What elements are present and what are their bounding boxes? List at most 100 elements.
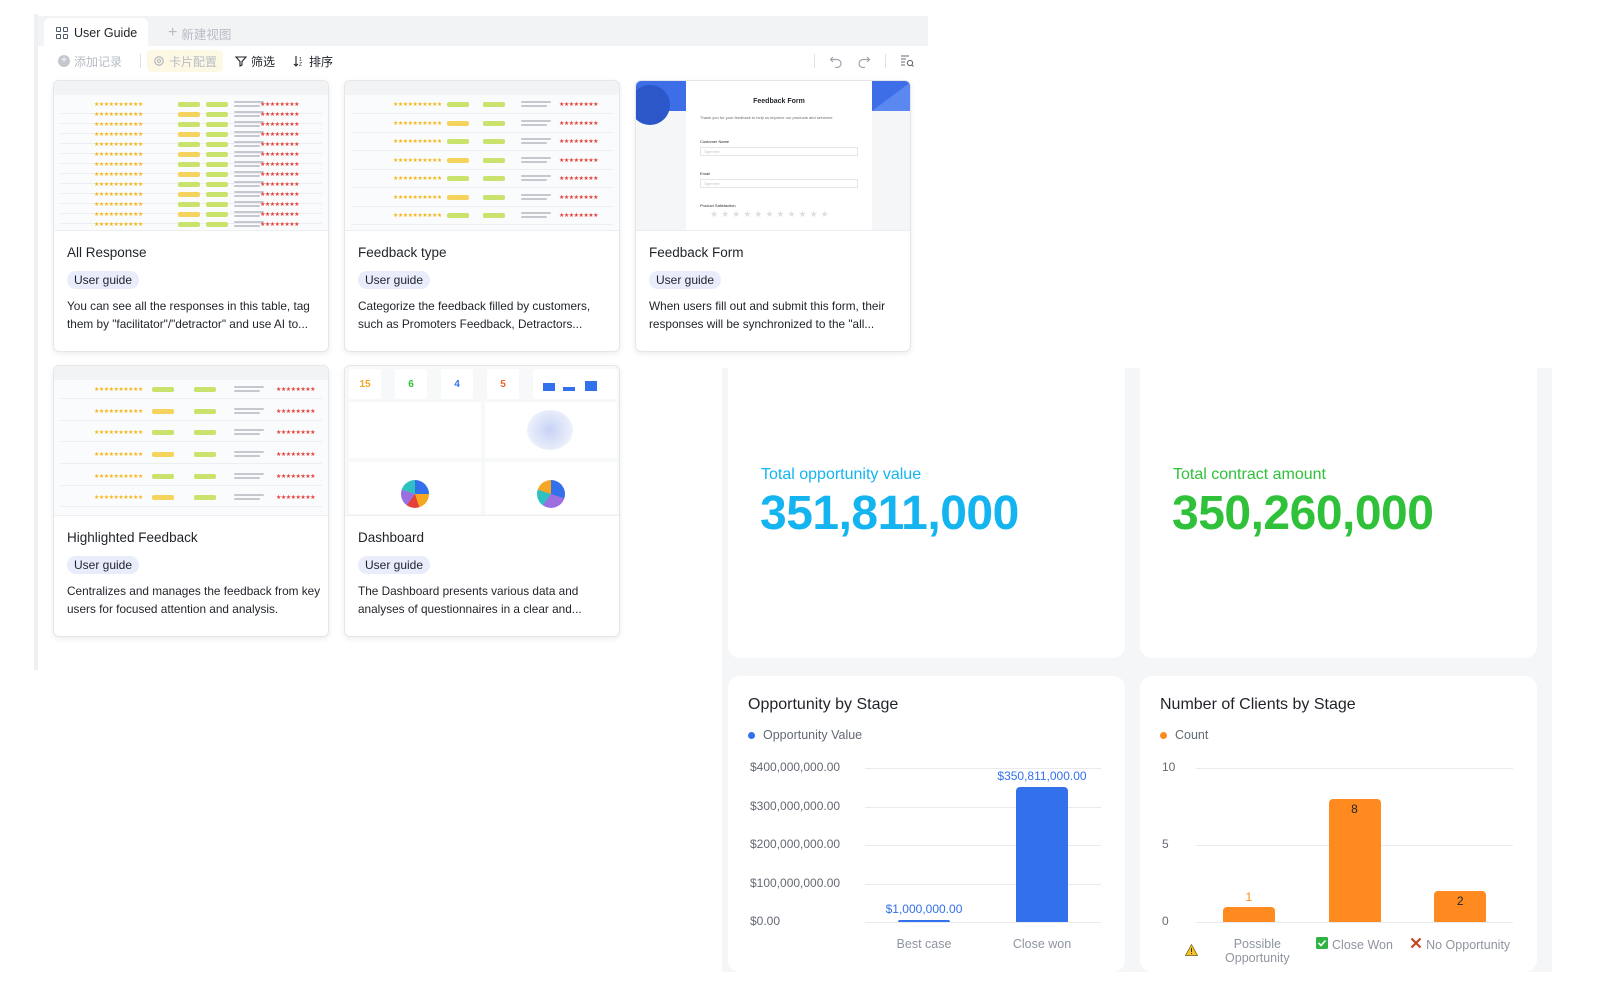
card-dashboard[interactable]: 15 6 4 5 Dashboard User guide The Dashbo…	[344, 365, 620, 637]
y-tick-label: $100,000,000.00	[750, 875, 841, 890]
card-feedback-type[interactable]: ★★★★★★★★★★ ★★★★★★★★ ★★★★★★★★★★ ★★★★★★★★ ★★★★…	[344, 80, 620, 352]
mini-text-line	[234, 411, 260, 414]
mini-text-line	[234, 390, 260, 392]
mini-text-line	[521, 119, 551, 122]
mini-text-line	[234, 191, 264, 193]
kpi-label: Total contract amount	[1173, 466, 1326, 483]
mini-row-divider	[351, 205, 613, 207]
card-tag: User guide	[358, 556, 431, 574]
bar	[1434, 891, 1487, 922]
mini-text-line	[234, 185, 260, 187]
form-sheet: Feedback Form Thank you for your feedbac…	[686, 81, 872, 230]
mini-tag	[206, 152, 228, 157]
warning-icon	[1184, 943, 1198, 959]
chart-legend: Count	[1160, 728, 1208, 742]
rating-stars-icon: ★★★★★★★★	[260, 182, 300, 188]
mini-word-cloud	[485, 402, 617, 458]
x-tick-label: Possible Opportunity	[1184, 937, 1313, 965]
mini-tag	[178, 162, 200, 167]
check-icon	[1316, 937, 1329, 952]
filter-button[interactable]: 筛选	[229, 50, 281, 72]
dashboard-panel: Total opportunity value 351,811,000 Tota…	[722, 360, 1552, 972]
mini-header	[54, 366, 328, 380]
data-label: $350,811,000.00	[997, 768, 1087, 783]
mini-row-divider	[60, 398, 322, 399]
rating-stars-icon: ★★★★★★★★★★	[94, 142, 143, 148]
rating-stars-icon: ★★★★★★★★★★	[94, 430, 143, 437]
rating-stars-icon: ★★★★★★★★★★	[393, 176, 442, 183]
mini-tag	[152, 430, 174, 436]
mini-text-line	[234, 141, 264, 143]
form-field-label: Customer Name	[700, 139, 730, 144]
data-label: 8	[1351, 801, 1358, 816]
mini-tag	[178, 202, 200, 207]
mini-tag	[178, 142, 200, 147]
mini-row-divider	[60, 419, 322, 421]
y-tick-label: $200,000,000.00	[750, 837, 841, 851]
mini-text-line	[234, 125, 260, 127]
mini-text-line	[521, 105, 547, 107]
rating-stars-icon: ★★★★★★★★	[559, 213, 599, 220]
rating-stars-icon: ★★★★★★★★	[559, 139, 599, 146]
kpi-card-opportunity[interactable]: Total opportunity value 351,811,000	[728, 360, 1125, 658]
mini-text-line	[521, 193, 551, 196]
card-all-response[interactable]: ★★★★★★★★★★ ★★★★★★★★ ★★★★★★★★★★ ★★★★★★★★ ★★★★…	[53, 80, 329, 352]
mini-tag	[194, 473, 216, 479]
rating-stars-icon: ★★★★★★★★	[559, 120, 599, 127]
rating-stars-icon: ★★★★★★★★	[559, 176, 599, 183]
card-feedback-form[interactable]: Feedback Form Thank you for your feedbac…	[635, 80, 911, 352]
x-tick-label: No Opportunity	[1396, 937, 1524, 952]
mini-tag	[206, 122, 228, 127]
grid-view-icon	[56, 27, 68, 39]
mini-text-line	[234, 451, 264, 453]
data-label: 1	[1245, 889, 1253, 904]
x-tick-label: Close Won	[1291, 937, 1419, 952]
mini-tag	[206, 202, 228, 207]
x-tick-label: Close won	[1012, 937, 1072, 951]
card-tag: User guide	[67, 271, 140, 289]
card-title: Feedback Form	[649, 245, 744, 260]
rating-stars-icon: ★★★★★★★★★★	[94, 408, 143, 415]
mini-text-line	[234, 455, 260, 457]
kpi-card-contract[interactable]: Total contract amount 350,260,000	[1140, 360, 1537, 658]
card-config-button[interactable]: 卡片配置	[147, 50, 224, 72]
mini-text-line	[234, 171, 264, 173]
rating-stars-icon: ★★★★★★★★★★	[94, 212, 143, 218]
card-highlighted-feedback[interactable]: ★★★★★★★★★★ ★★★★★★★★ ★★★★★★★★★★ ★★★★★★★★ ★★★★…	[53, 365, 329, 637]
form-field-input: Type here	[700, 179, 858, 188]
redo-icon[interactable]	[857, 54, 871, 68]
mini-tag	[206, 192, 228, 197]
gear-icon	[154, 56, 164, 66]
mini-text-line	[234, 201, 264, 203]
plus-icon: +	[168, 24, 178, 41]
mini-text-line	[521, 142, 547, 145]
undo-icon[interactable]	[829, 54, 843, 68]
rating-stars-icon: ★★★★★★★★	[276, 408, 316, 415]
kpi-label: Total opportunity value	[761, 466, 922, 483]
tab-user-guide[interactable]: User Guide	[44, 18, 148, 48]
add-record-button[interactable]: + 添加记录	[52, 50, 128, 72]
mini-text-line	[234, 494, 264, 497]
card-description: The Dashboard presents various data and …	[358, 584, 582, 616]
mini-tag	[178, 122, 200, 127]
left-border	[34, 14, 38, 670]
mini-row-divider	[351, 131, 613, 133]
chart-card-clients-by-stage[interactable]: Number of Clients by Stage Count 0 5 10 1 Po…	[1140, 676, 1537, 972]
chart-card-opportunity-by-stage[interactable]: Opportunity by Stage Opportunity Value $…	[728, 676, 1125, 972]
filter-icon	[235, 56, 248, 67]
search-records-icon[interactable]	[900, 54, 914, 68]
mini-tag	[194, 387, 216, 392]
mini-tag	[178, 192, 200, 197]
svg-text:Z: Z	[299, 62, 302, 67]
new-view-tab[interactable]: + 新建视图	[168, 18, 231, 48]
mini-text-line	[234, 105, 260, 107]
mini-kpi: 5	[487, 369, 519, 399]
legend-label: Opportunity Value	[763, 728, 863, 742]
mini-tag	[206, 182, 228, 187]
mini-text-line	[521, 216, 547, 219]
card-description: Categorize the feedback filled by custom…	[358, 299, 591, 331]
gridline	[865, 768, 1101, 769]
mini-tag	[447, 157, 469, 163]
mini-text-line	[234, 225, 260, 227]
